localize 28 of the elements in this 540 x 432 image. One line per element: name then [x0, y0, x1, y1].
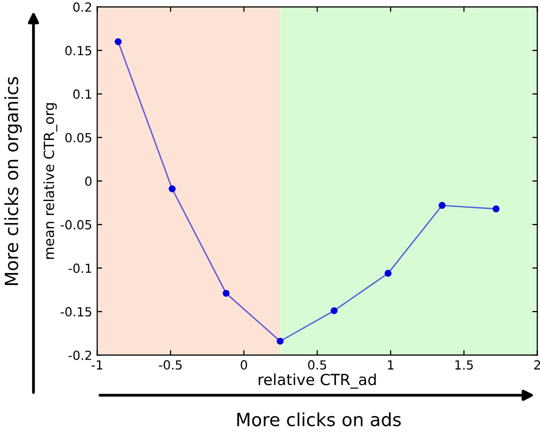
x-tick-label: -0.5 [158, 360, 182, 370]
point [492, 205, 500, 212]
x-tick-label: 2 [534, 360, 540, 370]
point [384, 270, 392, 277]
point [222, 290, 230, 297]
text: More clicks on ads [237, 412, 401, 426]
y-axis-title: mean relative CTR_org [43, 103, 58, 259]
point [438, 202, 446, 209]
x-tick-label: 0.5 [308, 360, 326, 370]
y-tick-label: -0.2 [68, 350, 92, 360]
y-tick-label: -0.1 [68, 264, 92, 273]
x-tick-label: 1 [388, 360, 394, 370]
y-tick-label: -0.05 [60, 220, 92, 230]
x-tick-label: 1.5 [455, 360, 473, 370]
x-axis-title: relative CTR_ad [258, 373, 376, 389]
y-tick-label: 0.05 [65, 132, 92, 142]
y-tick-label: 0.2 [73, 2, 92, 12]
text: More clicks on organics [4, 76, 22, 286]
point [276, 338, 284, 345]
y-tick-label: 0.15 [65, 46, 92, 56]
point [114, 38, 122, 46]
y-tick-label: 0 [85, 176, 92, 186]
y-tick-label: 0.1 [73, 89, 92, 99]
x-tick-label: -1 [92, 360, 102, 370]
point [330, 307, 338, 314]
point [168, 185, 176, 192]
x-tick-label: 0 [240, 360, 248, 370]
y-tick-label: -0.15 [60, 307, 92, 317]
